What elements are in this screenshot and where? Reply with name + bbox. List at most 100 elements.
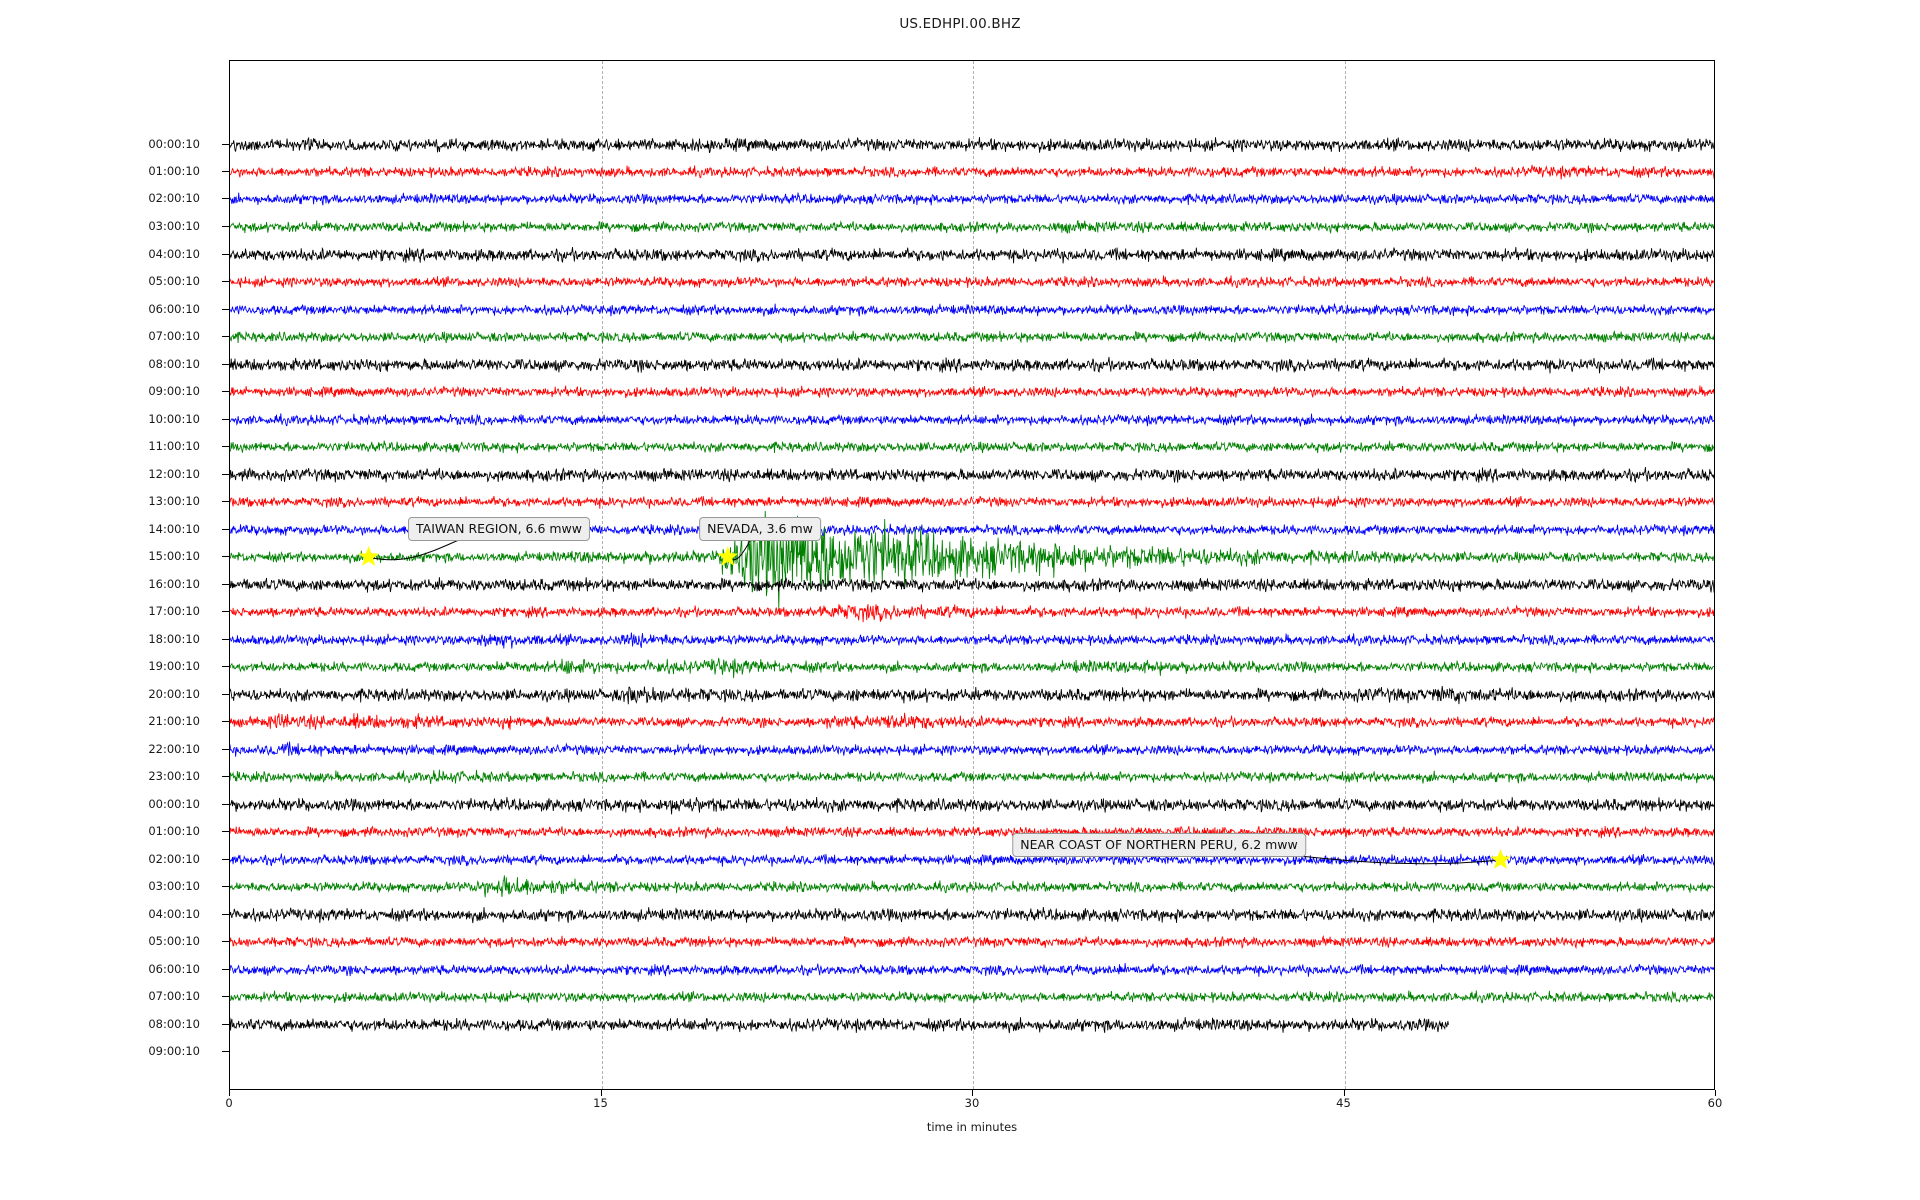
y-tick-label-28: 04:00:10: [148, 907, 200, 921]
trace-row-13: [230, 495, 1714, 509]
y-tick-label-18: 18:00:10: [148, 632, 200, 646]
y-tick-mark-11: [222, 446, 229, 447]
trace-row-8: [230, 356, 1714, 374]
y-tick-label-30: 06:00:10: [148, 962, 200, 976]
trace-row-11: [230, 440, 1714, 454]
event-star-taiwan-region[interactable]: [358, 546, 380, 566]
y-tick-label-19: 19:00:10: [148, 659, 200, 673]
x-tick-mark-15: [600, 1090, 602, 1096]
event-star-near-coast-of-northern-peru[interactable]: [1490, 849, 1511, 869]
trace-row-29: [230, 935, 1714, 950]
y-tick-mark-28: [222, 914, 229, 915]
y-tick-mark-12: [222, 474, 229, 475]
y-tick-mark-23: [222, 776, 229, 777]
y-tick-label-10: 10:00:10: [148, 412, 200, 426]
trace-row-31: [230, 990, 1714, 1004]
event-label-nevada[interactable]: NEVADA, 3.6 mw: [699, 517, 821, 541]
x-tick-label-30: 30: [964, 1096, 980, 1110]
trace-row-9: [230, 385, 1714, 399]
y-tick-mark-14: [222, 529, 229, 530]
y-tick-mark-3: [222, 226, 229, 227]
trace-row-2: [230, 192, 1714, 206]
y-tick-label-22: 22:00:10: [148, 742, 200, 756]
y-tick-mark-31: [222, 996, 229, 997]
y-tick-label-4: 04:00:10: [148, 247, 200, 261]
trace-row-22: [230, 741, 1714, 757]
gridline-30: [973, 61, 974, 1089]
trace-row-0: [230, 136, 1714, 154]
y-tick-label-26: 02:00:10: [148, 852, 200, 866]
event-label-near-coast-of-northern-peru[interactable]: NEAR COAST OF NORTHERN PERU, 6.2 mww: [1012, 833, 1306, 857]
trace-row-17: [230, 604, 1714, 623]
trace-row-4: [230, 246, 1714, 264]
event-star-nevada[interactable]: [717, 546, 739, 566]
trace-row-32: [230, 1017, 1449, 1034]
page-title: US.EDHPI.00.BHZ: [899, 16, 1021, 32]
gridline-15: [601, 61, 603, 1089]
y-tick-label-5: 05:00:10: [148, 274, 200, 288]
trace-row-25: [230, 825, 1714, 840]
y-tick-mark-1: [222, 171, 229, 172]
y-tick-label-29: 05:00:10: [148, 934, 200, 948]
y-tick-label-27: 03:00:10: [148, 879, 200, 893]
y-tick-mark-25: [222, 831, 229, 832]
y-tick-mark-4: [222, 254, 229, 255]
y-tick-mark-7: [222, 336, 229, 337]
plot-inner: [230, 61, 1714, 1089]
y-tick-label-23: 23:00:10: [148, 769, 200, 783]
event-label-taiwan-region[interactable]: TAIWAN REGION, 6.6 mww: [407, 517, 591, 541]
trace-row-3: [230, 220, 1714, 235]
y-tick-mark-24: [222, 804, 229, 805]
y-tick-mark-17: [222, 611, 229, 612]
y-tick-mark-22: [222, 749, 229, 750]
y-tick-mark-13: [222, 501, 229, 502]
trace-row-28: [230, 906, 1714, 924]
y-tick-label-3: 03:00:10: [148, 219, 200, 233]
y-tick-label-31: 07:00:10: [148, 989, 200, 1003]
y-tick-label-20: 20:00:10: [148, 687, 200, 701]
y-tick-mark-6: [222, 309, 229, 310]
trace-row-26: [230, 853, 1714, 867]
x-tick-mark-30: [972, 1090, 973, 1096]
trace-row-18: [230, 632, 1714, 649]
plot-frame: [229, 60, 1715, 1090]
y-tick-mark-32: [222, 1024, 229, 1025]
y-tick-mark-8: [222, 364, 229, 365]
event-overlay: [358, 529, 1511, 869]
y-tick-mark-33: [222, 1051, 229, 1052]
y-tick-label-16: 16:00:10: [148, 577, 200, 591]
y-tick-mark-15: [222, 556, 229, 557]
x-tick-label-15: 15: [593, 1096, 608, 1110]
x-tick-label-45: 45: [1336, 1096, 1351, 1110]
y-tick-mark-9: [222, 391, 229, 392]
trace-row-27: [230, 875, 1714, 898]
trace-row-19: [230, 657, 1714, 679]
y-tick-label-21: 21:00:10: [148, 714, 200, 728]
y-tick-label-12: 12:00:10: [148, 467, 200, 481]
y-tick-mark-19: [222, 666, 229, 667]
y-tick-label-8: 08:00:10: [148, 357, 200, 371]
x-tick-mark-60: [1715, 1090, 1716, 1096]
x-tick-label-0: 0: [225, 1096, 233, 1110]
trace-row-21: [230, 712, 1714, 730]
y-tick-mark-26: [222, 859, 229, 860]
y-tick-mark-2: [222, 198, 229, 199]
trace-row-16: [230, 577, 1714, 593]
y-tick-mark-16: [222, 584, 229, 585]
x-tick-mark-45: [1343, 1090, 1345, 1096]
trace-row-24: [230, 796, 1714, 815]
y-tick-label-15: 15:00:10: [148, 549, 200, 563]
x-axis-label: time in minutes: [926, 1120, 1018, 1134]
y-tick-label-14: 14:00:10: [148, 522, 200, 536]
trace-row-15: [230, 510, 1714, 610]
x-tick-label-60: 60: [1707, 1096, 1723, 1110]
trace-row-5: [230, 275, 1714, 289]
y-tick-label-1: 01:00:10: [148, 164, 200, 178]
y-tick-label-7: 07:00:10: [148, 329, 200, 343]
y-tick-mark-20: [222, 694, 229, 695]
trace-row-23: [230, 769, 1714, 784]
y-tick-label-17: 17:00:10: [148, 604, 200, 618]
y-tick-label-25: 01:00:10: [148, 824, 200, 838]
x-tick-mark-0: [229, 1090, 230, 1096]
